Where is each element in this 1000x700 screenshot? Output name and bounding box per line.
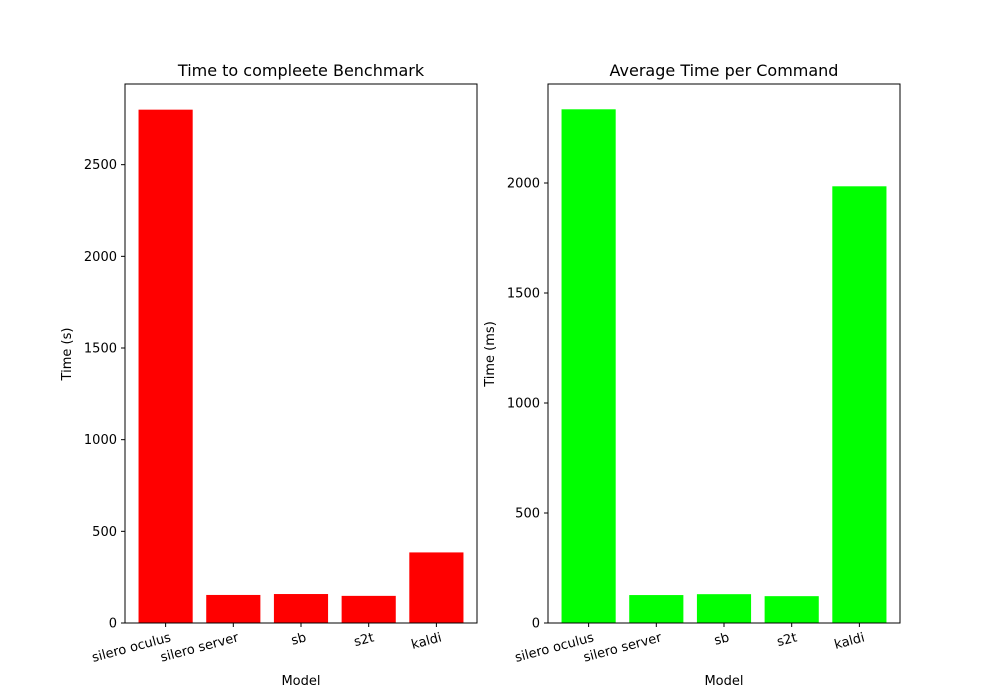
bar-group (561, 109, 887, 624)
x-tick-label: sb (290, 630, 308, 648)
bar-silero-oculus (138, 109, 193, 624)
x-tick-label: kaldi (833, 630, 867, 652)
x-axis-label: Model (704, 674, 743, 689)
chart-title: Average Time per Command (610, 61, 839, 80)
y-tick-label: 500 (92, 525, 117, 540)
y-ticks: 0 500 1000 1500 2000 (507, 177, 548, 632)
y-tick-label: 2000 (507, 177, 540, 192)
x-tick-label: silero server (159, 630, 241, 665)
y-axis-label: Time (s) (60, 328, 75, 382)
y-ticks: 0 500 1000 1500 2000 2500 (84, 158, 125, 632)
bar-silero-oculus (561, 109, 616, 624)
x-tick-label: kaldi (410, 630, 444, 652)
bar-sb (273, 594, 329, 623)
plot-frame (124, 83, 478, 624)
y-tick-label: 500 (515, 507, 540, 522)
x-tick-label: s2t (775, 630, 798, 650)
y-tick-label: 0 (109, 617, 117, 632)
bar-sb (696, 594, 752, 623)
x-tick-label: s2t (352, 630, 375, 650)
bar-kaldi (832, 186, 887, 624)
y-tick-label: 1000 (84, 433, 117, 448)
y-tick-label: 1500 (84, 342, 117, 357)
y-axis-label: Time (ms) (483, 321, 498, 388)
y-tick-label: 1000 (507, 397, 540, 412)
y-tick-label: 0 (532, 617, 540, 632)
x-tick-label: sb (713, 630, 731, 648)
bar-group (138, 109, 464, 624)
bar-s2t (341, 595, 396, 623)
bar-s2t (764, 596, 819, 623)
chart-title: Time to compleete Benchmark (177, 61, 425, 80)
plot-frame (547, 83, 901, 624)
chart-time-to-complete: Time to compleete Benchmark Time (s) Mod… (60, 61, 478, 689)
bar-kaldi (409, 552, 464, 623)
y-tick-label: 2000 (84, 250, 117, 265)
x-tick-label: silero server (582, 630, 664, 665)
y-tick-label: 1500 (507, 287, 540, 302)
x-axis-label: Model (281, 674, 320, 689)
bar-silero-server (629, 595, 684, 623)
bar-silero-server (206, 594, 261, 623)
chart-average-time-per-command: Average Time per Command Time (ms) Model… (483, 61, 901, 689)
y-tick-label: 2500 (84, 158, 117, 173)
